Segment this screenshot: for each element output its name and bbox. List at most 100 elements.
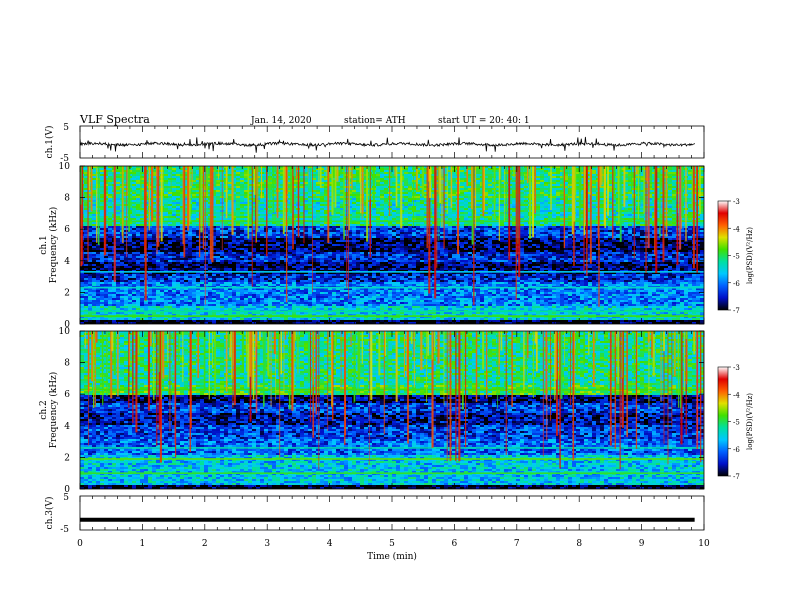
spectrogram-cell bbox=[132, 184, 137, 187]
spectrogram-cell bbox=[84, 194, 89, 197]
spectrogram-cell bbox=[124, 192, 129, 195]
spectrogram-cell bbox=[628, 214, 633, 217]
spectrogram-cell bbox=[548, 226, 553, 229]
spectrogram-cell bbox=[240, 224, 245, 227]
spectrogram-cell bbox=[196, 216, 201, 219]
spectrogram-cell bbox=[304, 210, 309, 213]
spectrogram-cell bbox=[344, 176, 349, 179]
spectrogram-cell bbox=[512, 180, 517, 183]
spectrogram-cell bbox=[152, 218, 157, 221]
spectrogram-cell bbox=[352, 214, 357, 217]
spectrogram-cell bbox=[348, 192, 353, 195]
spectrogram-cell bbox=[164, 182, 169, 185]
spectrogram-cell bbox=[240, 196, 245, 199]
spectrogram-cell bbox=[392, 186, 397, 189]
spectrogram-cell bbox=[352, 208, 357, 211]
spectrogram-cell bbox=[340, 168, 345, 171]
spectrogram-cell bbox=[608, 190, 613, 193]
spectrogram-cell bbox=[136, 224, 141, 227]
spectrogram-cell bbox=[620, 190, 625, 193]
spectrogram-cell bbox=[668, 228, 673, 231]
spectrogram-cell bbox=[576, 168, 581, 171]
spectrogram-cell bbox=[468, 178, 473, 181]
spectrogram-cell bbox=[488, 182, 493, 185]
spectrogram-cell bbox=[272, 204, 277, 207]
spectrogram-cell bbox=[548, 194, 553, 197]
spectrogram-cell bbox=[240, 192, 245, 195]
spectrogram-cell bbox=[272, 168, 277, 171]
spectrogram-cell bbox=[700, 202, 704, 205]
spectrogram-cell bbox=[100, 206, 105, 209]
spectrogram-cell bbox=[648, 222, 653, 225]
spectrogram-cell bbox=[536, 226, 541, 229]
spectrogram-cell bbox=[532, 218, 537, 221]
spectrogram-cell bbox=[412, 206, 417, 209]
spectrogram-cell bbox=[328, 218, 333, 221]
spectrogram-cell bbox=[324, 210, 329, 213]
spectrogram-cell bbox=[280, 172, 285, 175]
spectrogram-cell bbox=[424, 182, 429, 185]
spectrogram-cell bbox=[100, 190, 105, 193]
spectrogram-cell bbox=[132, 188, 137, 191]
spectrogram-cell bbox=[568, 182, 573, 185]
spectrogram-cell bbox=[376, 228, 381, 231]
spectrogram-cell bbox=[340, 214, 345, 217]
spectrogram-cell bbox=[612, 214, 617, 217]
spectrogram-cell bbox=[184, 228, 189, 231]
spectrogram-cell bbox=[300, 224, 305, 227]
spectrogram-cell bbox=[356, 192, 361, 195]
spectrogram-cell bbox=[536, 200, 541, 203]
spectrogram-cell bbox=[236, 206, 241, 209]
spectrogram-cell bbox=[92, 208, 97, 211]
spectrogram-cell bbox=[320, 174, 325, 177]
spectrogram-cell bbox=[540, 224, 545, 227]
spectrogram-cell bbox=[116, 208, 121, 211]
spectrogram-cell bbox=[576, 224, 581, 227]
spectrogram-cell bbox=[236, 202, 241, 205]
spectrogram-cell bbox=[488, 184, 493, 187]
spectrogram-cell bbox=[500, 194, 505, 197]
spectrogram-cell bbox=[300, 192, 305, 195]
spectrogram-cell bbox=[240, 228, 245, 231]
spectrogram-cell bbox=[92, 198, 97, 201]
spectrogram-cell bbox=[672, 178, 677, 181]
spectrogram-cell bbox=[100, 224, 105, 227]
spectrogram-cell bbox=[236, 172, 241, 175]
spectrogram-cell bbox=[184, 166, 189, 169]
spectrogram-cell bbox=[424, 186, 429, 189]
spectrogram-cell bbox=[228, 186, 233, 189]
spectrogram-cell bbox=[244, 214, 249, 217]
spectrogram-cell bbox=[168, 228, 173, 231]
spectrogram-cell bbox=[376, 194, 381, 197]
spectrogram-cell bbox=[628, 196, 633, 199]
spectrogram-cell bbox=[240, 174, 245, 177]
spectrogram-cell bbox=[688, 200, 693, 203]
spectrogram-cell bbox=[668, 184, 673, 187]
spectrogram-cell bbox=[412, 222, 417, 225]
spectrogram-cell bbox=[88, 184, 93, 187]
spectrogram-cell bbox=[520, 206, 525, 209]
spectrogram-cell bbox=[552, 226, 557, 229]
spectrogram-cell bbox=[176, 174, 181, 177]
spectrogram-cell bbox=[536, 214, 541, 217]
spectrogram-cell bbox=[436, 224, 441, 227]
spectrogram-cell bbox=[700, 222, 704, 225]
spectrogram-cell bbox=[116, 210, 121, 213]
spectrogram-cell bbox=[568, 212, 573, 215]
spectrogram-cell bbox=[452, 182, 457, 185]
spectrogram-cell bbox=[668, 168, 673, 171]
spectrogram-cell bbox=[628, 218, 633, 221]
spectrogram-cell bbox=[340, 224, 345, 227]
spectrogram-cell bbox=[356, 214, 361, 217]
spectrogram-cell bbox=[132, 192, 137, 195]
spectrogram-cell bbox=[564, 192, 569, 195]
spectrogram-cell bbox=[116, 198, 121, 201]
spectrogram-cell bbox=[216, 186, 221, 189]
spectrogram-cell bbox=[560, 226, 565, 229]
spectrogram-cell bbox=[260, 178, 265, 181]
spectrogram-cell bbox=[640, 206, 645, 209]
spectrogram-cell bbox=[152, 174, 157, 177]
spectrogram-cell bbox=[592, 166, 597, 169]
spectrogram-cell bbox=[540, 196, 545, 199]
spectrogram-cell bbox=[196, 192, 201, 195]
